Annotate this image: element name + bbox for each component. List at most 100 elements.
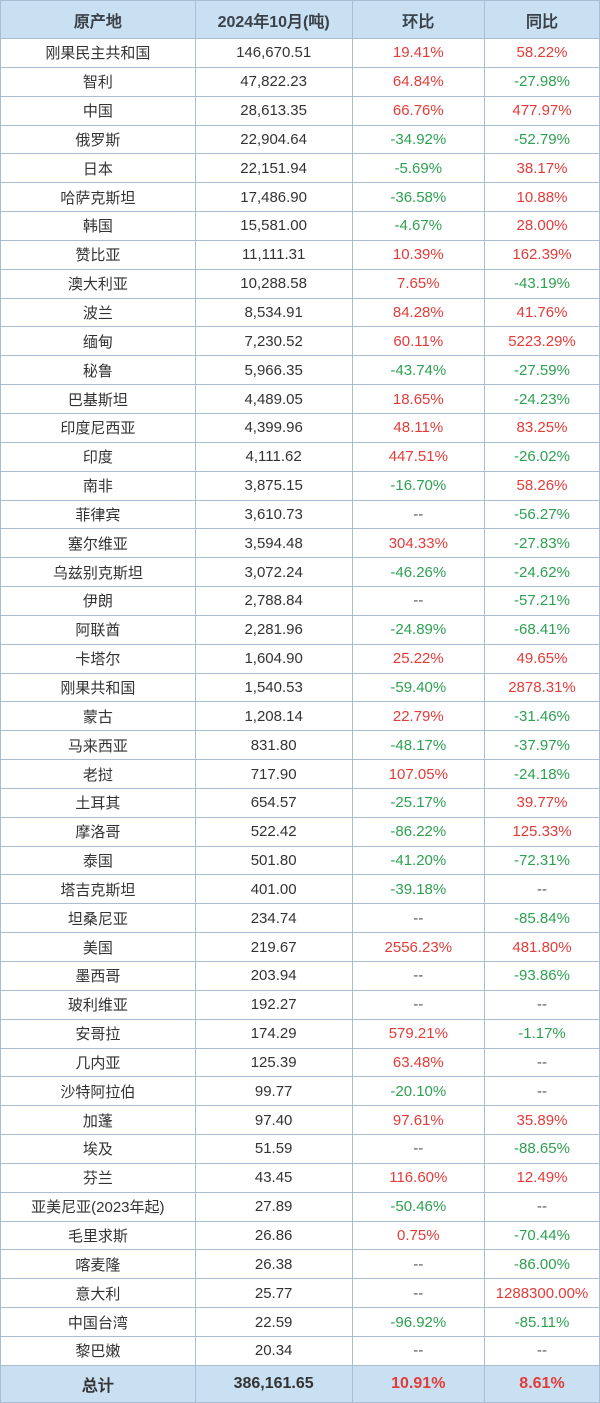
origin-cell: 加蓬 xyxy=(0,1105,196,1136)
yoy-cell: 12.49% xyxy=(483,1162,600,1193)
table-row: 塞尔维亚 3,594.48 304.33% -27.83% xyxy=(0,528,600,559)
table-row: 澳大利亚 10,288.58 7.65% -43.19% xyxy=(0,268,600,299)
value-cell: 22.59 xyxy=(194,1307,353,1337)
mom-cell: 97.61% xyxy=(351,1105,485,1136)
yoy-cell: -43.19% xyxy=(483,268,600,299)
origin-cell: 墨西哥 xyxy=(0,961,196,991)
value-cell: 5,966.35 xyxy=(194,355,353,386)
mom-cell: 447.51% xyxy=(351,441,485,472)
value-cell: 203.94 xyxy=(194,961,353,991)
yoy-cell: 2878.31% xyxy=(483,672,600,703)
mom-cell: -96.92% xyxy=(351,1307,485,1337)
yoy-cell: 49.65% xyxy=(483,643,600,674)
yoy-cell: -70.44% xyxy=(483,1220,600,1251)
origin-cell: 阿联酋 xyxy=(0,614,196,645)
origin-cell: 智利 xyxy=(0,66,196,97)
value-cell: 17,486.90 xyxy=(194,182,353,213)
mom-cell: -- xyxy=(351,1335,485,1367)
table-row: 喀麦隆 26.38 -- -86.00% xyxy=(0,1249,600,1280)
value-cell: 3,072.24 xyxy=(194,557,353,588)
yoy-cell: -93.86% xyxy=(483,961,600,991)
value-cell: 8,534.91 xyxy=(194,297,353,328)
mom-cell: 63.48% xyxy=(351,1047,485,1078)
table-row: 亚美尼亚(2023年起) 27.89 -50.46% -- xyxy=(0,1191,600,1222)
mom-cell: 60.11% xyxy=(351,326,485,357)
value-cell: 4,489.05 xyxy=(194,384,353,414)
value-cell: 501.80 xyxy=(194,845,353,876)
yoy-cell: -- xyxy=(483,1047,600,1078)
table-row: 马来西亚 831.80 -48.17% -37.97% xyxy=(0,730,600,761)
value-cell: 1,604.90 xyxy=(194,643,353,674)
yoy-cell: -85.11% xyxy=(483,1307,600,1337)
value-cell: 234.74 xyxy=(194,903,353,934)
yoy-cell: -- xyxy=(483,1335,600,1367)
yoy-cell: 39.77% xyxy=(483,787,600,818)
value-cell: 125.39 xyxy=(194,1047,353,1078)
mom-cell: -- xyxy=(351,903,485,934)
table-row: 俄罗斯 22,904.64 -34.92% -52.79% xyxy=(0,124,600,155)
mom-cell: 18.65% xyxy=(351,384,485,414)
origin-cell: 美国 xyxy=(0,932,196,962)
mom-cell: -86.22% xyxy=(351,816,485,847)
origin-cell: 卡塔尔 xyxy=(0,643,196,674)
value-cell: 43.45 xyxy=(194,1162,353,1193)
origin-cell: 玻利维亚 xyxy=(0,989,196,1020)
mom-cell: 10.39% xyxy=(351,239,485,270)
yoy-cell: -1.17% xyxy=(483,1018,600,1049)
table-body: 刚果民主共和国 146,670.51 19.41% 58.22% 智利 47,822.23… xyxy=(0,38,600,1403)
yoy-cell: 1288300.00% xyxy=(483,1278,600,1309)
yoy-cell: -27.59% xyxy=(483,355,600,386)
mom-cell: 10.91% xyxy=(351,1365,485,1403)
mom-cell: 579.21% xyxy=(351,1018,485,1049)
table-row: 哈萨克斯坦 17,486.90 -36.58% 10.88% xyxy=(0,182,600,213)
value-cell: 386,161.65 xyxy=(194,1365,353,1403)
yoy-cell: -- xyxy=(483,874,600,905)
origin-cell: 刚果民主共和国 xyxy=(0,38,196,68)
mom-cell: 48.11% xyxy=(351,412,485,443)
mom-cell: 66.76% xyxy=(351,95,485,126)
yoy-cell: -37.97% xyxy=(483,730,600,761)
yoy-cell: 58.26% xyxy=(483,470,600,501)
mom-cell: 7.65% xyxy=(351,268,485,299)
total-row: 总计 386,161.65 10.91% 8.61% xyxy=(0,1365,600,1403)
value-cell: 3,610.73 xyxy=(194,499,353,530)
value-cell: 26.38 xyxy=(194,1249,353,1280)
yoy-cell: 481.80% xyxy=(483,932,600,962)
mom-cell: 0.75% xyxy=(351,1220,485,1251)
yoy-cell: -- xyxy=(483,989,600,1020)
value-cell: 97.40 xyxy=(194,1105,353,1136)
table-row: 加蓬 97.40 97.61% 35.89% xyxy=(0,1105,600,1136)
origin-cell: 秘鲁 xyxy=(0,355,196,386)
yoy-cell: -52.79% xyxy=(483,124,600,155)
origin-cell: 哈萨克斯坦 xyxy=(0,182,196,213)
table-row: 中国台湾 22.59 -96.92% -85.11% xyxy=(0,1307,600,1337)
table-row: 安哥拉 174.29 579.21% -1.17% xyxy=(0,1018,600,1049)
mom-cell: 304.33% xyxy=(351,528,485,559)
mom-cell: 84.28% xyxy=(351,297,485,328)
col-header-origin: 原产地 xyxy=(0,0,196,39)
yoy-cell: -72.31% xyxy=(483,845,600,876)
yoy-cell: -26.02% xyxy=(483,441,600,472)
mom-cell: -43.74% xyxy=(351,355,485,386)
table-row: 缅甸 7,230.52 60.11% 5223.29% xyxy=(0,326,600,357)
col-header-mom: 环比 xyxy=(351,0,485,39)
yoy-cell: 58.22% xyxy=(483,38,600,68)
value-cell: 522.42 xyxy=(194,816,353,847)
yoy-cell: -- xyxy=(483,1076,600,1107)
origin-cell: 马来西亚 xyxy=(0,730,196,761)
mom-cell: -- xyxy=(351,1134,485,1164)
value-cell: 27.89 xyxy=(194,1191,353,1222)
value-cell: 192.27 xyxy=(194,989,353,1020)
table-row: 刚果共和国 1,540.53 -59.40% 2878.31% xyxy=(0,672,600,703)
value-cell: 26.86 xyxy=(194,1220,353,1251)
origin-cell: 毛里求斯 xyxy=(0,1220,196,1251)
table-row: 中国 28,613.35 66.76% 477.97% xyxy=(0,95,600,126)
mom-cell: 19.41% xyxy=(351,38,485,68)
origin-cell: 菲律宾 xyxy=(0,499,196,530)
yoy-cell: -24.18% xyxy=(483,759,600,789)
table-row: 几内亚 125.39 63.48% -- xyxy=(0,1047,600,1078)
mom-cell: -59.40% xyxy=(351,672,485,703)
mom-cell: -39.18% xyxy=(351,874,485,905)
yoy-cell: 5223.29% xyxy=(483,326,600,357)
table-row: 波兰 8,534.91 84.28% 41.76% xyxy=(0,297,600,328)
